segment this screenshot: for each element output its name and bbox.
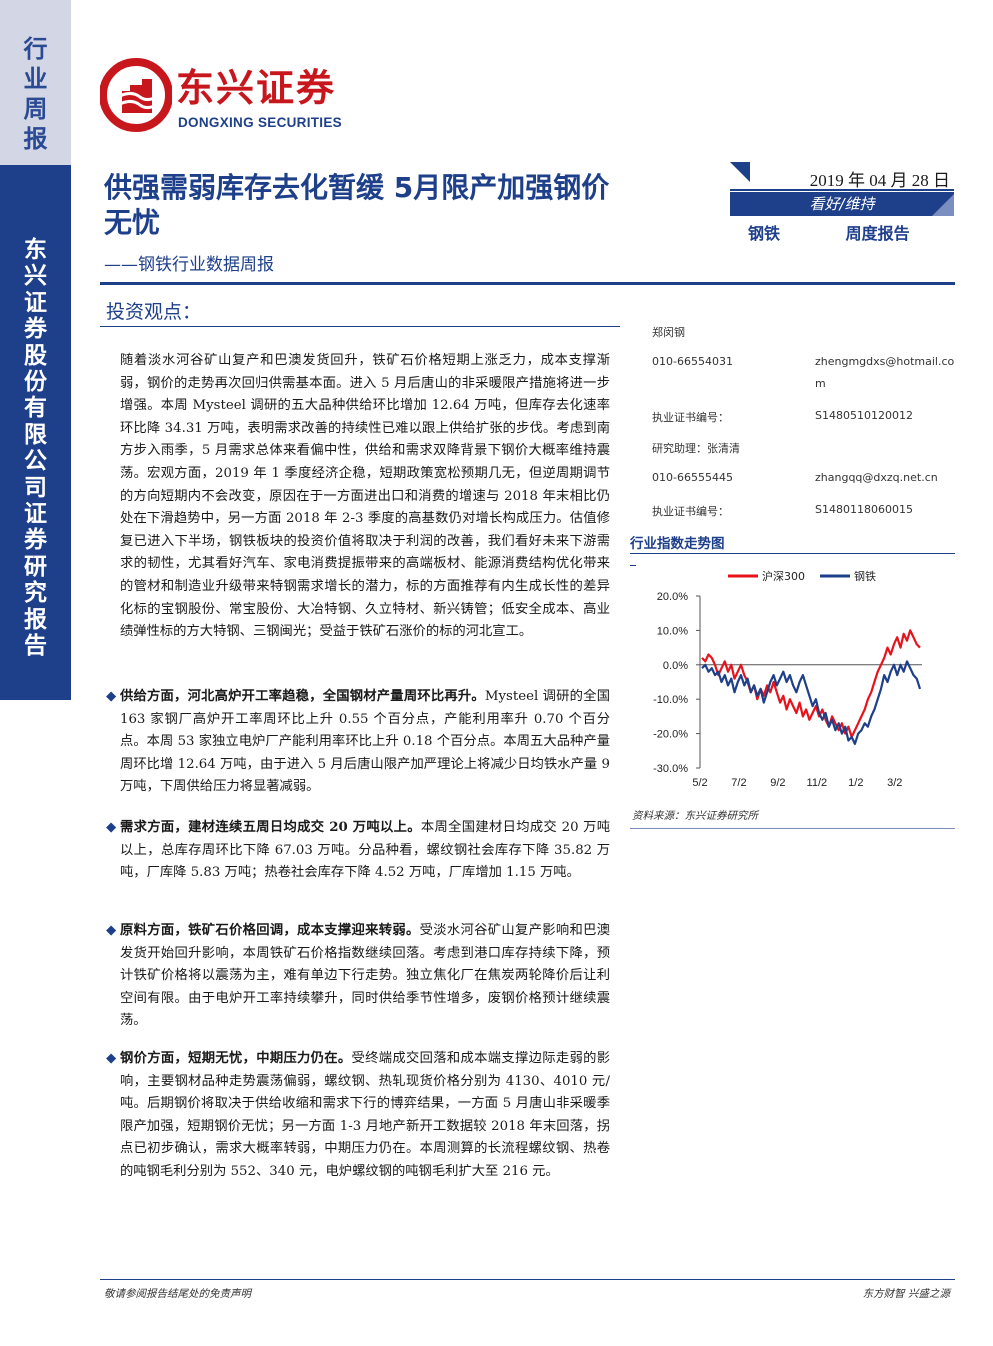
date-divider [730, 189, 954, 191]
chart-title-divider [630, 553, 955, 554]
bullet-raw-materials: ◆ 原料方面，铁矿石价格回调，成本支撑迎来转弱。受淡水河谷矿山复产影响和巴澳发货… [106, 920, 611, 1033]
logo-emblem-icon [100, 58, 172, 132]
bullet-steel-price: ◆ 钢价方面，短期无忧，中期压力仍在。受终端成交回落和成本端支撑边际走弱的影响，… [106, 1048, 611, 1184]
report-type-label: 行 业 周 报 [23, 35, 48, 153]
report-tags: 钢铁 周度报告 [748, 220, 910, 244]
series-line-steel [701, 660, 922, 745]
x-tick-label: 3/2 [887, 777, 902, 789]
y-tick-label: -20.0% [653, 729, 688, 741]
analyst-1-cert-label: 执业证书编号： [652, 411, 729, 424]
bullet-diamond-icon: ◆ [106, 689, 117, 704]
x-tick-label: 5/2 [692, 777, 707, 789]
footer-divider [100, 1279, 955, 1280]
bullet-heading: 原料方面，铁矿石价格回调，成本支撑迎来转弱。 [120, 923, 420, 938]
analyst-1-phone: 010-66554031 [652, 355, 733, 368]
tag-industry: 钢铁 [748, 224, 781, 243]
report-subtitle: ——钢铁行业数据周报 [104, 255, 274, 275]
analyst-1-email-line2: m [815, 377, 826, 390]
series-line-hs300 [701, 629, 921, 739]
x-tick-label: 9/2 [770, 777, 785, 789]
bullet-text: 受终端成交回落和成本端支撑边际走弱的影响，主要钢材品种走势震荡偏弱，螺纹钢、热轧… [120, 1051, 611, 1179]
analyst-2-phone: 010-66555445 [652, 471, 733, 484]
bullet-supply: ◆ 供给方面，河北高炉开工率趋稳，全国钢材产量周环比再升。Mysteel 调研的… [106, 686, 611, 799]
header-divider [100, 282, 955, 285]
chart-source: 资料来源：东兴证券研究所 [632, 810, 758, 822]
logo-text-en: DONGXING SECURITIES [178, 115, 342, 130]
sidebar-report-type: 行 业 周 报 [0, 0, 71, 165]
bullet-heading: 钢价方面，短期无忧，中期压力仍在。 [120, 1051, 352, 1066]
footer-slogan: 东方财智 兴盛之源 [862, 1288, 950, 1300]
analyst-2-cert-label: 执业证书编号： [652, 505, 729, 518]
footer-disclaimer: 敬请参阅报告结尾处的免责声明 [104, 1288, 251, 1300]
analyst-2-cert: S1480118060015 [815, 503, 913, 516]
y-tick-label: -10.0% [653, 694, 688, 706]
sidebar-company: 东 兴 证 券 股 份 有 限 公 司 证 券 研 究 报 告 [0, 165, 71, 700]
analyst-2-name: 研究助理：张清清 [652, 442, 740, 455]
x-tick-label: 7/2 [731, 777, 746, 789]
y-tick-label: -30.0% [653, 763, 688, 775]
bullet-diamond-icon: ◆ [106, 1051, 117, 1066]
report-date: 2019 年 04 月 28 日 [809, 171, 950, 190]
legend-label: 沪深300 [762, 569, 805, 583]
bullet-text: 本周全国建材日均成交 20 万吨以上，总库存周环比下降 67.03 万吨。分品种… [120, 820, 610, 881]
bullet-heading: 供给方面，河北高炉开工率趋稳，全国钢材产量周环比再升。 [120, 689, 485, 704]
bullet-demand: ◆ 需求方面，建材连续五周日均成交 20 万吨以上。本周全国建材日均成交 20 … [106, 817, 610, 885]
industry-index-chart: 20.0% 10.0% 0.0% -10.0% -20.0% -30.0% 5/2 7/2 9/… [653, 569, 922, 789]
bullet-diamond-icon: ◆ [106, 923, 117, 938]
analyst-1-email-line1: zhengmgdxs@hotmail.co [815, 355, 955, 368]
rating-text: 看好/维持 [809, 195, 875, 213]
analyst-1-cert: S1480510120012 [815, 409, 913, 422]
x-tick-label: 11/2 [807, 777, 828, 789]
chart-bottom-divider [630, 828, 955, 829]
company-logo: 东兴证券 DONGXING SECURITIES [100, 55, 370, 135]
legend-label: 钢铁 [854, 570, 876, 583]
section-heading: 投资观点： [106, 301, 202, 323]
logo-text-cn: 东兴证券 [176, 66, 337, 110]
analyst-2-email: zhangqq@dxzq.net.cn [815, 471, 938, 484]
analyst-1-name: 郑闵钢 [652, 326, 685, 339]
report-title: 供强需弱库存去化暂缓 5月限产加强钢价无忧 [104, 171, 610, 239]
y-tick-label: 0.0% [663, 660, 688, 672]
tag-report-type: 周度报告 [845, 224, 910, 243]
rating-corner-icon [932, 194, 954, 216]
bullet-text: Mysteel 调研的全国 163 家钢厂高炉开工率周环比上升 0.55 个百分… [120, 689, 611, 795]
bullet-text: 受淡水河谷矿山复产影响和巴澳发货开始回升影响，本周铁矿石价格指数继续回落。考虑到… [120, 923, 611, 1029]
rating-badge: 看好/维持 [730, 192, 954, 216]
section-divider [100, 326, 620, 327]
chart-title: 行业指数走势图 [630, 536, 725, 552]
y-tick-label: 20.0% [657, 591, 688, 603]
company-vertical-label: 东 兴 证 券 股 份 有 限 公 司 证 券 研 究 报 告 [24, 237, 47, 660]
date-box: 2019 年 04 月 28 日 [730, 162, 954, 214]
x-tick-label: 1/2 [848, 777, 863, 789]
intro-paragraph: 随着淡水河谷矿山复产和巴澳发货回升，铁矿石价格短期上涨乏力，成本支撑渐弱，钢价的… [120, 353, 610, 640]
bullet-diamond-icon: ◆ [106, 820, 117, 835]
y-tick-label: 10.0% [657, 625, 688, 637]
corner-triangle-icon [730, 162, 750, 182]
bullet-heading: 需求方面，建材连续五周日均成交 20 万吨以上。 [120, 820, 421, 835]
chart-title-tick [630, 565, 636, 566]
